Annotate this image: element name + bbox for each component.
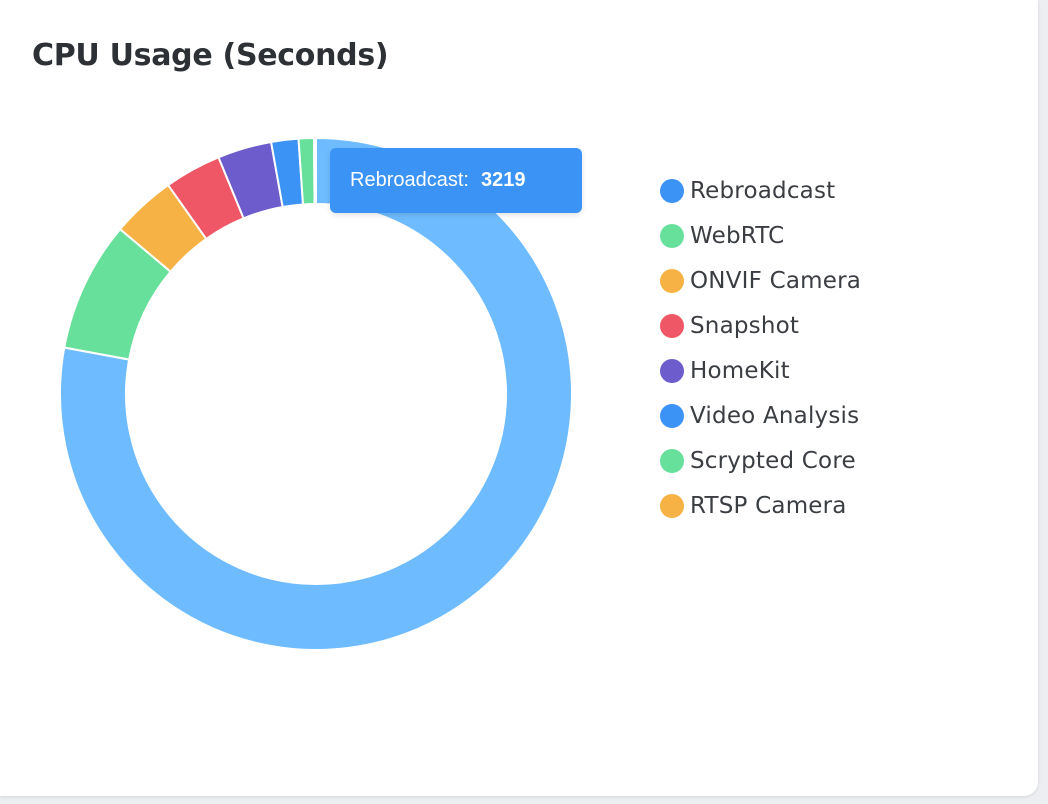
legend-swatch-icon — [660, 403, 684, 428]
tooltip-value: 3219 — [480, 169, 526, 191]
legend-label: Rebroadcast — [690, 177, 836, 204]
legend-swatch-icon — [660, 313, 684, 338]
legend-swatch-icon — [660, 268, 684, 293]
legend-swatch-icon — [660, 493, 684, 518]
chart-legend: Rebroadcast WebRTC ONVIF Camera Snapshot Hom… — [660, 168, 861, 528]
legend-swatch-icon — [660, 358, 684, 383]
legend-swatch-icon — [660, 448, 684, 473]
legend-label: Snapshot — [690, 312, 800, 339]
legend-label: Scrypted Core — [690, 447, 856, 474]
tooltip-label: Rebroadcast: — [350, 169, 469, 191]
legend-item-snapshot[interactable]: Snapshot — [660, 303, 861, 348]
legend-item-rebroadcast[interactable]: Rebroadcast — [660, 168, 861, 213]
legend-item-webrtc[interactable]: WebRTC — [660, 213, 861, 258]
legend-item-video-analysis[interactable]: Video Analysis — [660, 393, 861, 438]
legend-label: WebRTC — [690, 222, 785, 249]
legend-item-homekit[interactable]: HomeKit — [660, 348, 861, 393]
legend-swatch-icon — [660, 223, 684, 248]
legend-item-rtsp-camera[interactable]: RTSP Camera — [660, 483, 861, 528]
donut-slice-rebroadcast[interactable] — [59, 136, 573, 651]
legend-label: Video Analysis — [690, 402, 860, 429]
legend-swatch-icon — [660, 178, 684, 203]
legend-item-onvif-camera[interactable]: ONVIF Camera — [660, 258, 861, 303]
chart-tooltip: Rebroadcast: 3219 — [330, 148, 582, 213]
donut-slice-rtsp-camera[interactable] — [313, 136, 317, 206]
chart-title: CPU Usage (Seconds) — [32, 38, 389, 73]
legend-label: RTSP Camera — [690, 492, 847, 519]
legend-item-scrypted-core[interactable]: Scrypted Core — [660, 438, 861, 483]
legend-label: ONVIF Camera — [690, 267, 862, 294]
legend-label: HomeKit — [690, 357, 790, 384]
